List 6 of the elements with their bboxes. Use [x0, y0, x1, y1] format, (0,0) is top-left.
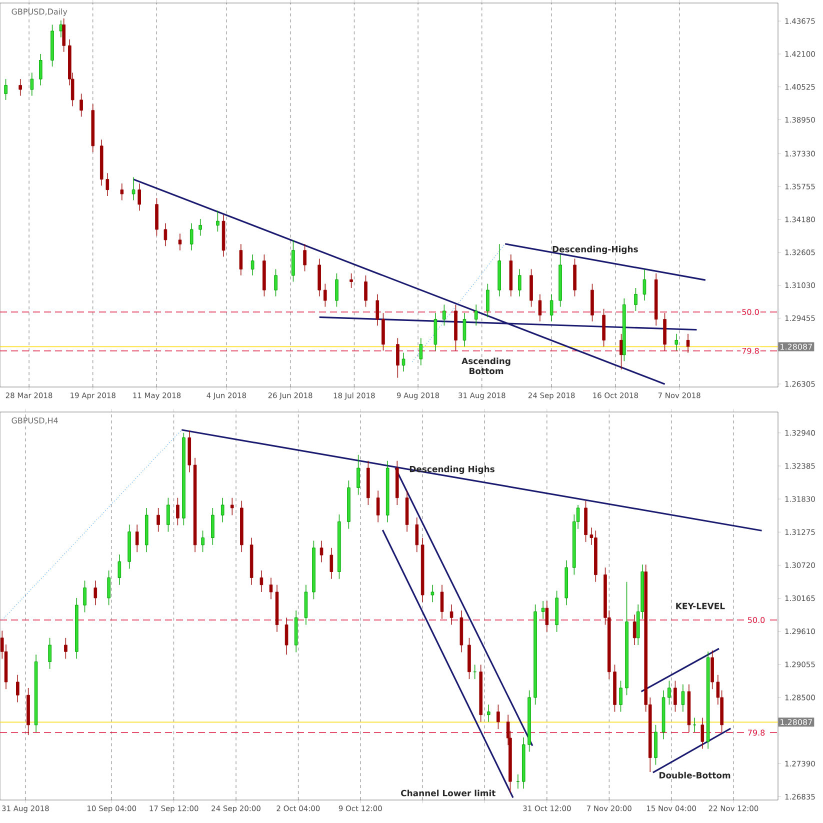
annotation: Channel Lower limit [401, 790, 496, 796]
annotation: Ascending Bottom [462, 358, 510, 374]
annotation: Descending Highs [410, 466, 494, 474]
annotation: Double-Bottom [659, 772, 730, 778]
annotation: KEY-LEVEL [676, 602, 725, 610]
annotation: Descending-Highs [552, 246, 638, 254]
